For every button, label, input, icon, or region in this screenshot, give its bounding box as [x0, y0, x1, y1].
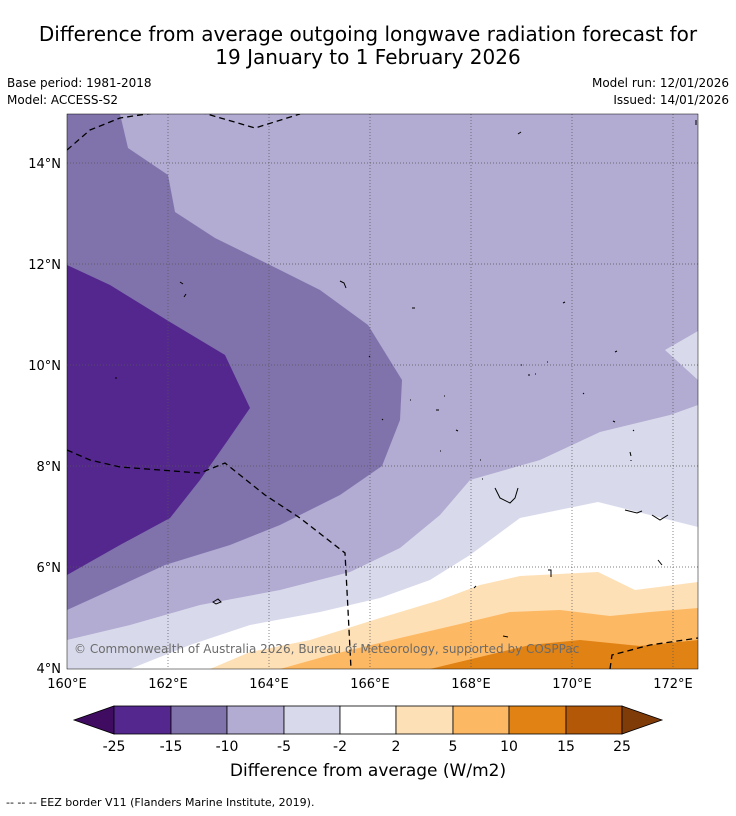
colorbar-ticks: -25 -15 -10 -5 -2 2 5 10 15 25 [103, 739, 631, 755]
forecast-map[interactable]: © Commonwealth of Australia 2026, Bureau… [0, 0, 736, 700]
islands [115, 120, 697, 638]
colorbar-bin [113, 705, 172, 735]
region-minus25-minus15 [67, 265, 250, 575]
model-run: Model run: 12/01/2026 [591, 76, 729, 90]
lat-label: 4°N [37, 662, 62, 677]
map-area: © Commonwealth of Australia 2026, Bureau… [67, 114, 698, 669]
colorbar-tick: 5 [449, 739, 458, 755]
lon-label: 166°E [350, 677, 390, 692]
colorbar-tick: 2 [392, 739, 401, 755]
base-period: Base period: 1981-2018 [7, 76, 152, 90]
lat-label: 14°N [28, 157, 61, 172]
colorbar-bin [395, 705, 454, 735]
colorbar-bins [72, 705, 664, 735]
lon-label: 170°E [552, 677, 592, 692]
lat-label: 12°N [28, 258, 61, 273]
colorbar-bin [565, 705, 623, 735]
lon-label: 172°E [653, 677, 693, 692]
lon-label: 160°E [47, 677, 87, 692]
colorbar-bin [170, 705, 228, 735]
colorbar-bin [283, 705, 341, 735]
region-plus10-plus15 [430, 640, 698, 669]
lon-label: 164°E [249, 677, 289, 692]
title-line-2: 19 January to 1 February 2026 [215, 45, 521, 69]
eez-border [67, 114, 698, 669]
colorbar-tick: -10 [216, 739, 239, 755]
model-name: Model: ACCESS-S2 [7, 93, 119, 107]
colorbar-tick: -5 [277, 739, 291, 755]
map-frame [66, 113, 699, 670]
colorbar-bin [508, 705, 567, 735]
colorbar-title: Difference from average (W/m2) [229, 761, 507, 781]
colorbar-tick: -25 [103, 739, 126, 755]
copyright-notice: © Commonwealth of Australia 2026, Bureau… [74, 642, 579, 656]
colorbar-tick: 25 [613, 739, 631, 755]
lat-label: 10°N [28, 359, 61, 374]
eez-legend: -- -- -- EEZ border V11 (Flanders Marine… [6, 796, 315, 809]
longitude-labels: 160°E 162°E 164°E 166°E 168°E 170°E 172°… [47, 677, 693, 692]
colorbar-tick: -2 [333, 739, 347, 755]
colorbar-tick: 15 [557, 739, 575, 755]
colorbar-tick: 10 [500, 739, 518, 755]
lon-label: 168°E [451, 677, 491, 692]
colorbar-bin [339, 705, 397, 735]
lon-label: 162°E [148, 677, 188, 692]
issued-date: Issued: 14/01/2026 [613, 93, 729, 107]
colorbar: -25 -15 -10 -5 -2 2 5 10 15 25 [72, 705, 664, 755]
lat-label: 8°N [37, 460, 62, 475]
colorbar-bin [452, 705, 510, 735]
title-line-1: Difference from average outgoing longwav… [38, 22, 698, 46]
colorbar-extend-high [621, 705, 664, 735]
graticule [67, 114, 698, 669]
colorbar-bin [226, 705, 285, 735]
colorbar-extend-low [72, 705, 115, 735]
lat-label: 6°N [37, 561, 62, 576]
colorbar-tick: -15 [160, 739, 183, 755]
latitude-labels: 14°N 12°N 10°N 8°N 6°N 4°N [28, 157, 61, 677]
